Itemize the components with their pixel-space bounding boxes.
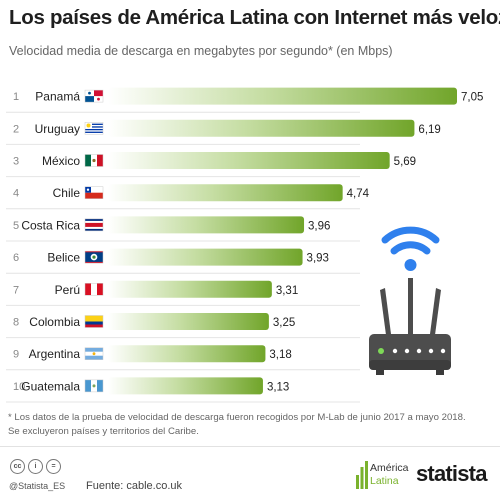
bar [108,280,272,298]
chile-flag-icon [84,186,104,199]
wifi-router-icon [369,226,451,375]
value-label: 5,69 [394,156,416,168]
category-label: Panamá [35,90,80,104]
no-derivatives-icon: = [46,459,61,474]
value-label: 4,74 [347,188,370,200]
social-handle: @Statista_ES [9,481,66,491]
rank-label: 7 [13,284,19,296]
rank-label: 4 [13,188,19,200]
value-label: 3,93 [307,253,329,265]
value-label: 3,96 [308,220,330,232]
america-latina-logo: América Latina [354,457,409,495]
value-label: 3,18 [269,349,291,361]
bar-logo-icon [356,461,368,489]
value-label: 6,19 [418,124,440,136]
rank-label: 10 [13,381,25,393]
chart-row: 2 Uruguay 6,19 [6,119,441,145]
guatemala-flag-icon [84,379,104,393]
argentina-flag-icon [84,347,104,360]
value-label: 3,13 [267,381,289,393]
footer: cc i = @Statista_ES Fuente: cable.co.uk … [0,446,500,501]
creative-commons-icon: cc [10,459,25,474]
category-label: Uruguay [35,122,80,136]
category-label: Costa Rica [21,218,80,232]
chart-row: 4 Chile 4,74 [6,184,370,210]
panama-flag-icon [84,89,104,103]
bar [108,248,303,266]
chart-row: 6 Belice 3,93 [6,248,360,274]
bar [108,313,269,330]
mexico-flag-icon [84,154,104,167]
chart-row: 9 Argentina 3,18 [6,345,360,371]
rank-label: 5 [13,220,19,232]
attribution-icon: i [28,459,43,474]
statista-logo: statista [416,461,487,486]
value-label: 3,25 [273,317,295,329]
chart-row: 3 México 5,69 [6,152,416,178]
belize-flag-icon [84,250,104,264]
value-label: 3,31 [276,285,298,297]
rank-label: 9 [13,349,19,361]
rank-label: 3 [13,156,19,168]
bar [108,87,457,105]
chart-row: 1 Panamá 7,05 [6,87,483,113]
bar [108,377,263,395]
page-subtitle: Velocidad media de descarga en megabytes… [9,44,393,58]
page-title: Los países de América Latina con Interne… [9,6,500,29]
value-label: 7,05 [461,92,483,104]
rank-label: 1 [13,91,19,103]
bar [108,345,266,363]
category-label: Colombia [29,315,80,329]
chart-row: 5 Costa Rica 3,96 [6,216,360,242]
partner-logo-line1: América [370,462,409,474]
category-label: México [42,154,80,168]
footnote: * Los datos de la prueba de velocidad de… [8,411,492,439]
rank-label: 6 [13,252,19,264]
bar [108,216,305,234]
chart-row: 7 Perú 3,31 [6,280,360,306]
bar [108,184,343,202]
costa-rica-flag-icon [84,218,104,232]
peru-flag-icon [84,283,104,296]
category-label: Perú [55,283,80,297]
partner-logo-line2: Latina [370,475,399,487]
rank-label: 2 [13,123,19,135]
category-label: Chile [53,186,81,200]
footnote-line: * Los datos de la prueba de velocidad de… [8,412,466,423]
source-text: Fuente: cable.co.uk [86,480,183,492]
bar [108,152,390,169]
category-label: Belice [47,251,80,265]
bar [108,119,415,137]
category-label: Argentina [29,347,81,361]
category-label: Guatemala [21,379,80,393]
wifi-icon [381,226,440,255]
footnote-line: Se excluyeron países y territorios del C… [8,426,199,437]
colombia-flag-icon [84,315,104,328]
license-icons: cc i = [10,459,61,474]
chart-row: 8 Colombia 3,25 [6,313,360,339]
uruguay-flag-icon [84,122,104,135]
rank-label: 8 [13,317,19,329]
